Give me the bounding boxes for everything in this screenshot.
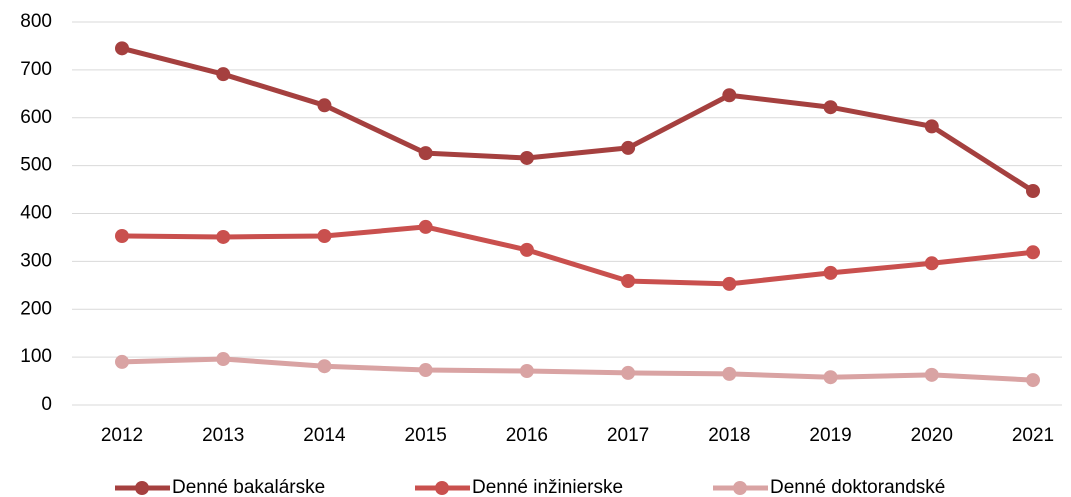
y-tick-label: 800 [20,11,52,32]
series-line [121,45,1035,194]
legend-marker [435,481,449,495]
x-tick-label: 2012 [101,425,143,446]
y-tick-label: 500 [20,155,52,176]
legend-label: Denné bakalárske [172,477,325,497]
y-tick-label: 400 [20,203,52,224]
data-point [924,119,939,134]
data-point [115,41,129,56]
data-point [823,370,838,385]
x-tick-label: 2015 [405,425,447,446]
data-point [519,364,534,379]
legend-marker [135,481,149,495]
y-tick-label: 0 [41,394,52,415]
data-point [115,354,129,369]
data-point [317,98,332,113]
x-tick-label: 2020 [911,425,953,446]
x-tick-label: 2013 [202,425,244,446]
data-point [823,265,838,280]
data-point [722,366,737,381]
data-point [418,146,433,161]
y-tick-label: 700 [20,59,52,80]
data-point [1026,183,1040,198]
data-point [924,256,939,271]
data-point [621,274,636,289]
data-point [722,88,737,103]
y-tick-label: 200 [20,298,52,319]
x-tick-label: 2021 [1012,425,1054,446]
data-point [924,367,939,382]
data-point [722,276,737,291]
series-line [121,224,1034,287]
data-point [519,242,534,257]
series-line [121,356,1034,383]
y-tick-label: 600 [20,107,52,128]
x-tick-label: 2019 [809,425,851,446]
data-point [1026,373,1040,388]
data-point [418,219,433,234]
data-point [317,359,332,374]
legend-label: Denné doktorandské [770,477,945,497]
x-tick-label: 2018 [708,425,750,446]
x-tick-label: 2014 [303,425,346,446]
data-point [317,229,332,244]
data-point [418,363,433,378]
data-point [519,150,534,165]
x-tick-label: 2016 [506,425,548,446]
legend-marker [733,481,747,495]
data-point [216,67,231,82]
data-point [823,100,838,115]
x-tick-label: 2017 [607,425,649,446]
y-tick-label: 100 [20,346,52,367]
data-point [216,229,231,244]
legend-label: Denné inžinierske [472,477,623,497]
data-point [1026,245,1040,260]
data-point [621,365,636,380]
data-point [621,140,636,155]
y-tick-label: 300 [20,250,52,271]
data-point [115,229,129,244]
data-point [216,352,231,367]
